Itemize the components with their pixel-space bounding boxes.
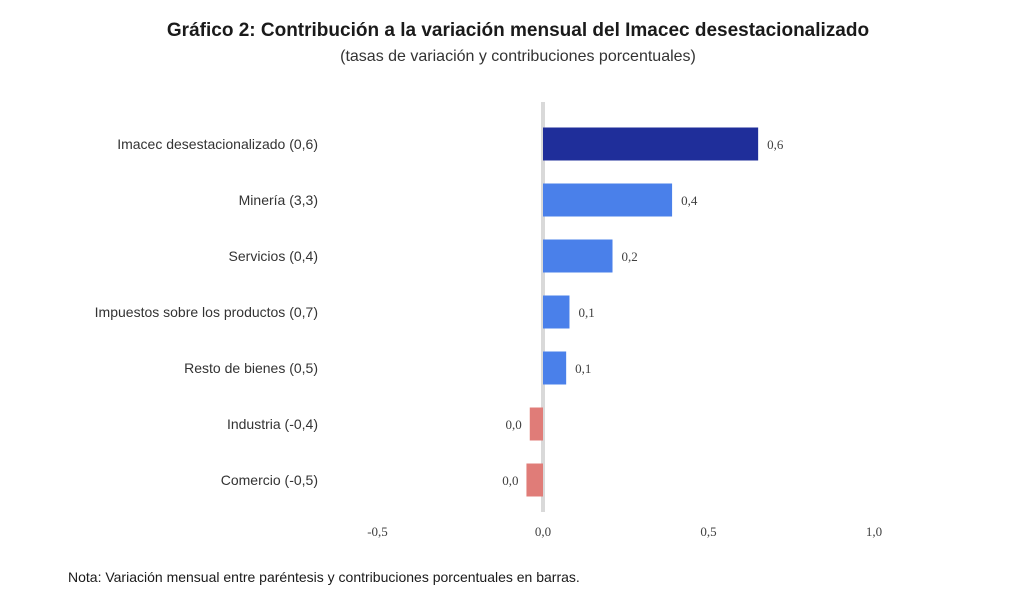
data-label: 0,2 (622, 249, 638, 264)
data-label: 0,1 (575, 361, 591, 376)
x-tick-label: 0,5 (700, 524, 716, 539)
chart-note: Nota: Variación mensual entre paréntesis… (68, 569, 580, 585)
x-tick-label: -0,5 (367, 524, 388, 539)
bar (529, 407, 543, 441)
x-tick-label: 1,0 (866, 524, 882, 539)
bar (543, 295, 570, 329)
data-label: 0,1 (578, 305, 594, 320)
category-label: Impuestos sobre los productos (0,7) (95, 304, 318, 320)
data-label: 0,4 (681, 193, 698, 208)
category-label: Industria (-0,4) (227, 416, 318, 432)
category-label: Comercio (-0,5) (221, 472, 318, 488)
data-label: 0,0 (506, 417, 522, 432)
bar (543, 239, 613, 273)
category-label: Minería (3,3) (239, 192, 318, 208)
bar (543, 351, 567, 385)
category-label: Imacec desestacionalizado (0,6) (117, 136, 318, 152)
category-label: Servicios (0,4) (229, 248, 318, 264)
category-label: Resto de bienes (0,5) (184, 360, 318, 376)
chart-subtitle: (tasas de variación y contribuciones por… (340, 48, 696, 65)
data-label: 0,0 (502, 473, 518, 488)
bar (526, 463, 543, 497)
x-tick-label: 0,0 (535, 524, 551, 539)
bar (543, 183, 673, 217)
chart-title: Gráfico 2: Contribución a la variación m… (166, 20, 870, 41)
bar (543, 127, 759, 161)
data-label: 0,6 (767, 137, 784, 152)
